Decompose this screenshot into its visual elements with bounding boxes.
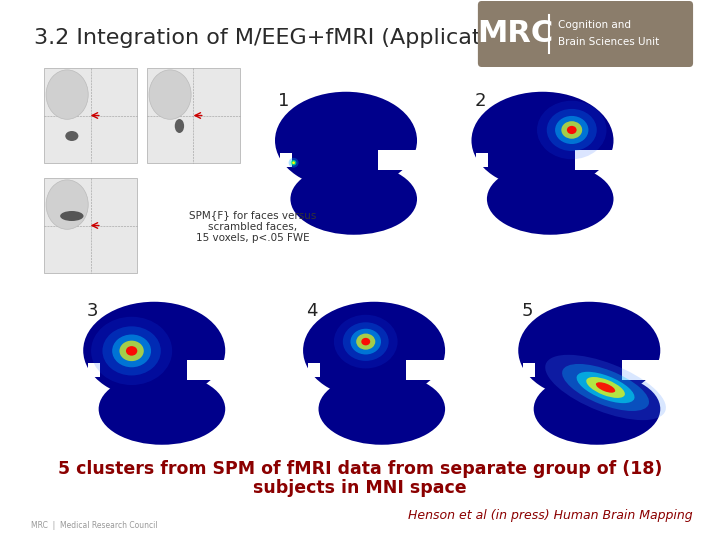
Ellipse shape	[545, 355, 666, 420]
Ellipse shape	[303, 302, 445, 399]
Ellipse shape	[562, 364, 649, 411]
Ellipse shape	[577, 372, 634, 403]
Ellipse shape	[351, 329, 381, 354]
Bar	[44, 68, 138, 163]
Ellipse shape	[343, 322, 389, 361]
Ellipse shape	[487, 163, 613, 235]
Ellipse shape	[356, 334, 375, 350]
Ellipse shape	[175, 119, 184, 133]
Ellipse shape	[292, 161, 295, 164]
Ellipse shape	[334, 315, 397, 368]
Text: 1: 1	[278, 92, 289, 110]
Ellipse shape	[537, 101, 606, 159]
Text: SPM{F} for faces versus
scrambled faces,
15 voxels, p<.05 FWE: SPM{F} for faces versus scrambled faces,…	[189, 210, 316, 243]
Text: Cognition and: Cognition and	[558, 20, 631, 30]
Text: Henson et al (in press) Human Brain Mapping: Henson et al (in press) Human Brain Mapp…	[408, 509, 692, 522]
Text: MRC  |  Medical Research Council: MRC | Medical Research Council	[31, 521, 157, 530]
Ellipse shape	[99, 373, 225, 445]
Ellipse shape	[472, 92, 613, 189]
Ellipse shape	[586, 377, 625, 398]
Ellipse shape	[66, 131, 78, 141]
Ellipse shape	[361, 338, 370, 346]
Ellipse shape	[112, 334, 151, 367]
Text: subjects in MNI space: subjects in MNI space	[253, 479, 467, 497]
Ellipse shape	[562, 121, 582, 139]
Ellipse shape	[149, 70, 191, 119]
Text: 3: 3	[86, 302, 98, 320]
Bar	[186, 360, 230, 380]
Ellipse shape	[46, 70, 89, 119]
Ellipse shape	[534, 373, 660, 445]
Ellipse shape	[518, 302, 660, 399]
Text: 4: 4	[306, 302, 318, 320]
Text: 5: 5	[521, 302, 533, 320]
Bar	[476, 153, 488, 167]
Ellipse shape	[46, 180, 89, 230]
Bar	[407, 360, 450, 380]
Bar	[279, 153, 292, 167]
Text: 3.2 Integration of M/EEG+fMRI (Application): 3.2 Integration of M/EEG+fMRI (Applicati…	[35, 28, 523, 48]
Ellipse shape	[318, 373, 445, 445]
Ellipse shape	[120, 341, 144, 361]
Text: MRC: MRC	[477, 19, 554, 49]
Text: 2: 2	[474, 92, 486, 110]
Ellipse shape	[555, 116, 588, 144]
Text: Brain Sciences Unit: Brain Sciences Unit	[558, 37, 660, 47]
Ellipse shape	[126, 346, 138, 356]
Ellipse shape	[291, 160, 297, 165]
Ellipse shape	[91, 317, 172, 385]
Ellipse shape	[546, 109, 597, 151]
Bar	[44, 178, 138, 273]
Ellipse shape	[102, 326, 161, 375]
Ellipse shape	[275, 92, 417, 189]
FancyBboxPatch shape	[478, 1, 693, 67]
Ellipse shape	[84, 302, 225, 399]
Bar	[147, 68, 240, 163]
Ellipse shape	[289, 158, 299, 167]
Bar	[88, 363, 100, 377]
Ellipse shape	[567, 126, 577, 134]
Bar	[307, 363, 320, 377]
Text: 5 clusters from SPM of fMRI data from separate group of (18): 5 clusters from SPM of fMRI data from se…	[58, 460, 662, 478]
Bar	[523, 363, 535, 377]
Ellipse shape	[596, 382, 615, 393]
Ellipse shape	[60, 211, 84, 221]
Bar	[575, 150, 618, 171]
Bar	[621, 360, 665, 380]
Ellipse shape	[290, 163, 417, 235]
Bar	[379, 150, 422, 171]
